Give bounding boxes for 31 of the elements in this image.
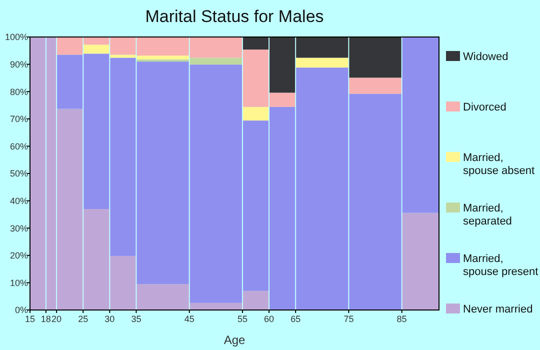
x-tick-label: 55 bbox=[237, 314, 248, 324]
y-tick-label: 100% bbox=[4, 32, 28, 42]
x-tick-label: 20 bbox=[52, 314, 62, 324]
y-tick-label: 30% bbox=[10, 223, 28, 234]
legend-label: Divorced bbox=[463, 102, 506, 114]
legend-label: Married, spouse present bbox=[463, 253, 538, 278]
chart-title: Marital Status for Males bbox=[145, 7, 324, 26]
x-tick-label: 18 bbox=[40, 314, 51, 324]
y-tick-label: 90% bbox=[10, 59, 28, 70]
x-tick-label: 60 bbox=[264, 314, 274, 324]
y-tick-label: 60% bbox=[10, 141, 28, 152]
x-axis-title: Age bbox=[224, 333, 246, 347]
legend-label: Married, spouse absent bbox=[463, 152, 535, 177]
legend-label: Never married bbox=[463, 304, 533, 316]
x-tick-label: 45 bbox=[184, 314, 194, 324]
y-tick-label: 20% bbox=[10, 250, 28, 261]
y-tick-label: 70% bbox=[10, 114, 28, 124]
x-tick-label: 15 bbox=[24, 314, 36, 324]
legend-label: Widowed bbox=[463, 51, 508, 63]
x-tick-label: 25 bbox=[78, 314, 88, 324]
y-tick-label: 40% bbox=[10, 196, 28, 206]
x-tick-label: 30 bbox=[104, 314, 115, 324]
y-tick-label: 0% bbox=[14, 305, 28, 316]
x-tick-label: 85 bbox=[396, 314, 407, 324]
y-tick-label: 10% bbox=[10, 278, 28, 288]
x-tick-label: 35 bbox=[131, 314, 142, 324]
y-tick-label: 50% bbox=[10, 168, 28, 179]
legend-label: Married, separated bbox=[463, 202, 512, 228]
x-tick-label: 75 bbox=[344, 314, 354, 324]
x-tick-label: 65 bbox=[290, 314, 301, 324]
y-tick-label: 80% bbox=[10, 86, 28, 97]
